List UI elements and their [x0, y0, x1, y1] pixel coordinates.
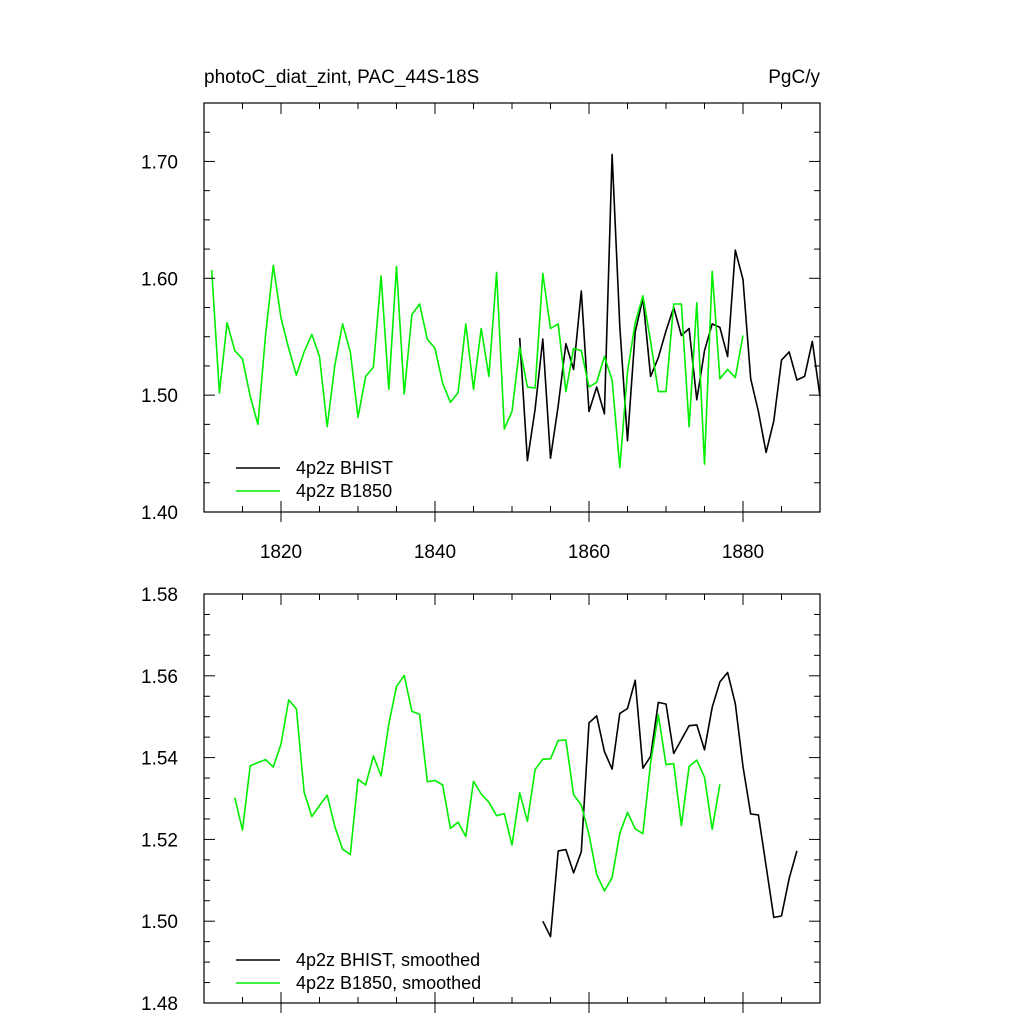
x-tick-label: 1880 — [722, 542, 764, 563]
series-line-0 — [542, 671, 798, 938]
y-tick-label: 1.50 — [141, 386, 178, 407]
y-tick-label: 1.40 — [141, 503, 178, 524]
bottom-panel: 1.48 1.50 1.52 1.54 1.56 1.58 4p2z BHIST, smoo… — [141, 585, 821, 1015]
y-tick-label: 1.48 — [141, 994, 178, 1015]
top-panel: 1820 1840 1860 1880 1.40 1.50 1.60 1.70 4p2z BHI… — [141, 102, 821, 563]
series-line-1 — [210, 264, 744, 469]
legend-label-1: 4p2z B1850 — [296, 481, 392, 501]
plot-frame — [203, 102, 821, 513]
series-line-0 — [518, 153, 821, 462]
y-tick-label: 1.70 — [141, 152, 178, 173]
x-tick-label: 1860 — [568, 542, 610, 563]
chart-title: photoC_diat_zint, PAC_44S-18S — [204, 67, 479, 88]
x-tick-label: 1820 — [260, 542, 302, 563]
series-line-1 — [234, 674, 721, 892]
y-tick-label: 1.52 — [141, 830, 178, 851]
legend-label-0: 4p2z BHIST, smoothed — [296, 950, 480, 970]
y-tick-label: 1.56 — [141, 667, 178, 688]
plot-frame — [203, 593, 821, 1004]
y-tick-label: 1.60 — [141, 269, 178, 290]
y-tick-label: 1.50 — [141, 912, 178, 933]
legend-label-0: 4p2z BHIST — [296, 458, 393, 478]
x-tick-label: 1840 — [414, 542, 456, 563]
legend-label-1: 4p2z B1850, smoothed — [296, 973, 481, 993]
units-label: PgC/y — [768, 67, 820, 88]
y-tick-label: 1.58 — [141, 585, 178, 606]
y-tick-label: 1.54 — [141, 749, 178, 770]
